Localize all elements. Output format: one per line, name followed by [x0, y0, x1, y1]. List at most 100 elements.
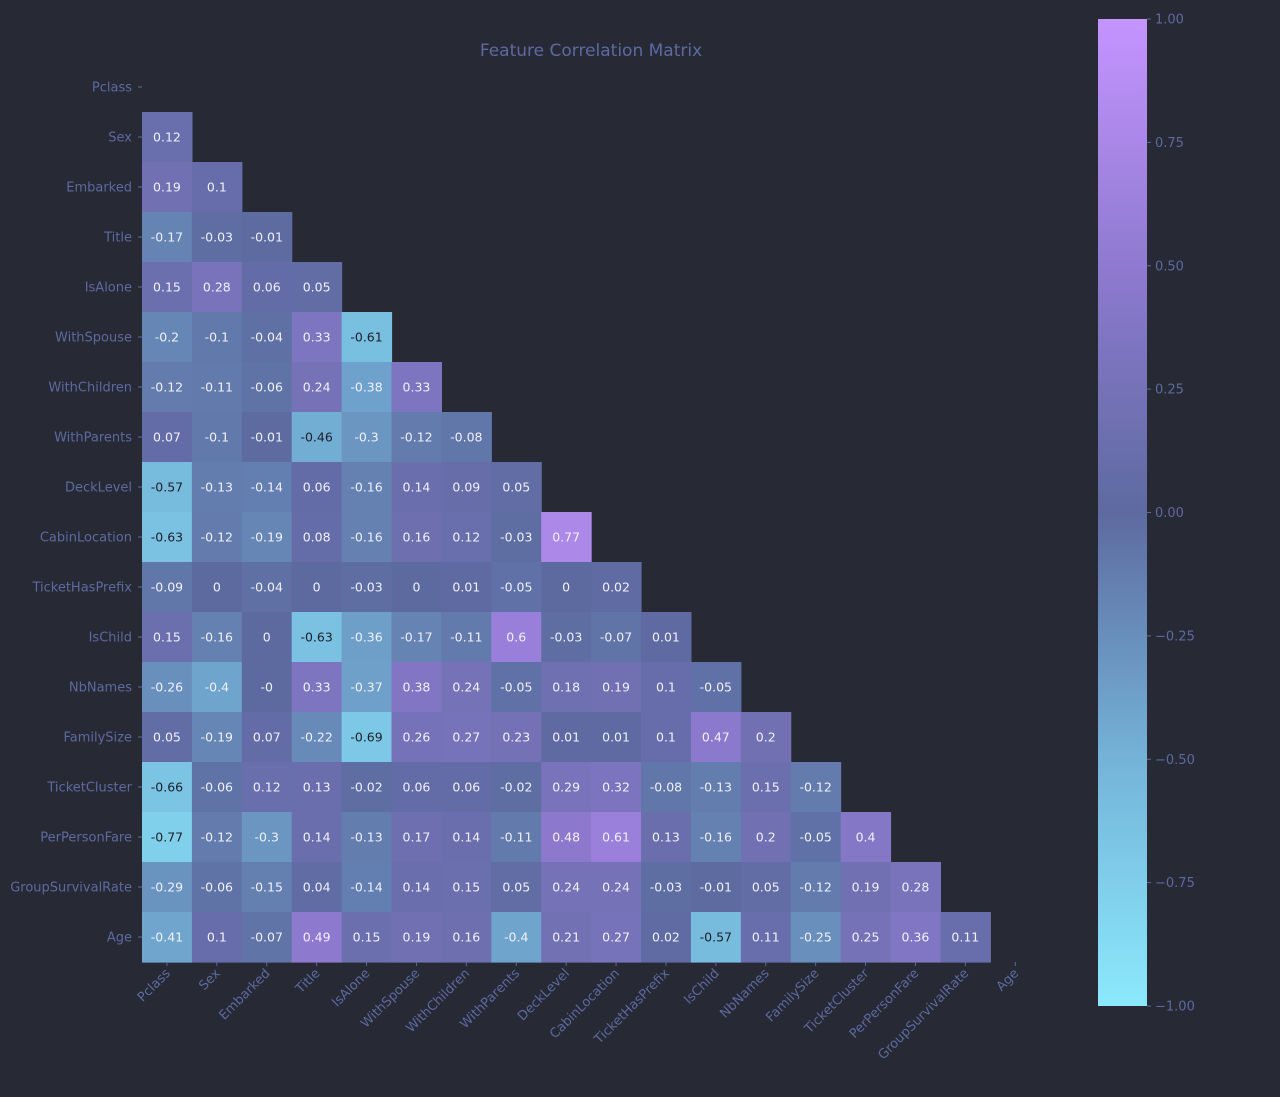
heatmap-cell-label: 0.29: [552, 780, 580, 795]
heatmap-cell: [641, 912, 692, 963]
heatmap-cell: [191, 562, 243, 613]
heatmap-cell-label: 0.12: [153, 130, 181, 145]
heatmap-cell: [441, 862, 492, 913]
heatmap-cell-label: 0.24: [452, 680, 480, 695]
heatmap-cell: [441, 662, 492, 713]
row-tick-label: TicketHasPrefix: [31, 581, 132, 596]
heatmap-cell: [191, 912, 243, 963]
heatmap-cell-label: -0.12: [201, 830, 233, 845]
heatmap-cell: [241, 662, 293, 713]
heatmap-cell: [790, 762, 842, 813]
heatmap-cell-label: 0.27: [452, 730, 480, 745]
heatmap-cell: [341, 312, 393, 363]
heatmap-cell-label: 0.23: [502, 730, 530, 745]
heatmap-cell-label: 0.47: [702, 730, 730, 745]
heatmap-cell-label: -0.03: [500, 530, 532, 545]
heatmap-cell: [890, 862, 941, 913]
heatmap-cell: [241, 812, 293, 863]
heatmap-cell-label: 0.1: [207, 180, 227, 195]
heatmap-cell: [341, 912, 393, 963]
heatmap-cell: [291, 562, 343, 613]
row-tick-label: WithParents: [54, 431, 132, 446]
heatmap-cell-label: -0.1: [205, 330, 229, 345]
heatmap-cell: [241, 212, 293, 263]
colorbar-tick-label: 0.75: [1155, 136, 1184, 151]
heatmap-cell: [142, 162, 193, 213]
heatmap-cell-label: -0.66: [151, 780, 183, 795]
heatmap-cell: [541, 712, 592, 763]
heatmap-cell: [191, 362, 243, 413]
heatmap-cell-label: 0: [313, 580, 321, 595]
heatmap-cell-label: -0.04: [251, 330, 283, 345]
row-tick-label: WithSpouse: [55, 331, 132, 346]
heatmap-cell-label: -0.19: [251, 530, 283, 545]
heatmap-cell: [241, 462, 293, 513]
heatmap-cell: [291, 862, 343, 913]
heatmap-cell-label: -0.05: [500, 580, 532, 595]
heatmap-cell-label: 0.09: [452, 480, 480, 495]
heatmap-cell: [241, 562, 293, 613]
heatmap-cell: [441, 812, 492, 863]
heatmap-cell-label: 0.14: [403, 880, 431, 895]
heatmap-cell: [541, 862, 592, 913]
heatmap-cell: [740, 912, 792, 963]
heatmap-cell-label: 0.01: [652, 630, 680, 645]
heatmap-cell-label: -0.57: [151, 480, 183, 495]
heatmap-cell-label: 0.04: [303, 880, 331, 895]
heatmap-cell-label: -0.07: [600, 630, 632, 645]
heatmap-cell: [441, 512, 492, 563]
heatmap-cell-label: -0.01: [700, 880, 732, 895]
heatmap-cell: [191, 662, 243, 713]
heatmap-cell: [291, 762, 343, 813]
heatmap-cell-label: 0.36: [902, 930, 930, 945]
heatmap-cell: [341, 412, 393, 463]
heatmap-cell: [591, 762, 642, 813]
heatmap-cell: [191, 612, 243, 663]
heatmap-cell: [641, 812, 692, 863]
heatmap-cell-label: 0.17: [403, 830, 431, 845]
heatmap-cell: [341, 812, 393, 863]
heatmap-cell: [391, 512, 442, 563]
heatmap-cell-label: 0.28: [902, 880, 930, 895]
heatmap-cell-label: -0.12: [400, 430, 432, 445]
heatmap-cell-label: 0.06: [452, 780, 480, 795]
heatmap-cell-label: 0.01: [552, 730, 580, 745]
heatmap-cell: [441, 912, 492, 963]
heatmap-cell-label: 0: [263, 630, 271, 645]
row-tick-label: Title: [103, 231, 132, 246]
row-tick-label: Sex: [108, 131, 132, 146]
heatmap-cell: [641, 662, 692, 713]
heatmap-cell-label: -0.03: [550, 630, 582, 645]
heatmap-cell: [291, 362, 343, 413]
heatmap-cell: [341, 762, 393, 813]
heatmap-cell: [391, 912, 442, 963]
heatmap-cell: [391, 412, 442, 463]
heatmap-cell-label: -0.29: [151, 880, 183, 895]
heatmap-cell-label: 0.19: [153, 180, 181, 195]
heatmap-cell: [740, 862, 792, 913]
heatmap-cell-label: 0.49: [303, 930, 331, 945]
heatmap-cell-label: -0.09: [151, 580, 183, 595]
heatmap-cell: [441, 612, 492, 663]
heatmap-cell: [142, 412, 193, 463]
row-tick-label: TicketCluster: [46, 781, 132, 796]
heatmap-cell-label: -0.36: [350, 630, 382, 645]
heatmap-cell: [591, 712, 642, 763]
heatmap-cell: [142, 612, 193, 663]
heatmap-cell: [491, 512, 542, 563]
heatmap-cell: [840, 862, 892, 913]
heatmap-cell: [391, 862, 442, 913]
heatmap-cell: [241, 512, 293, 563]
heatmap-cell: [142, 912, 193, 963]
heatmap-cell-label: -0.57: [700, 930, 732, 945]
heatmap-cell: [391, 462, 442, 513]
heatmap-cell: [291, 812, 343, 863]
heatmap-cell-label: 0.02: [652, 930, 680, 945]
heatmap-cell-label: 0.06: [403, 780, 431, 795]
heatmap-cell: [491, 562, 542, 613]
heatmap-cell: [441, 562, 492, 613]
heatmap-cell-label: -0.13: [350, 830, 382, 845]
heatmap-cell-label: -0.16: [350, 480, 382, 495]
colorbar-tick-label: −1.00: [1155, 1000, 1195, 1015]
